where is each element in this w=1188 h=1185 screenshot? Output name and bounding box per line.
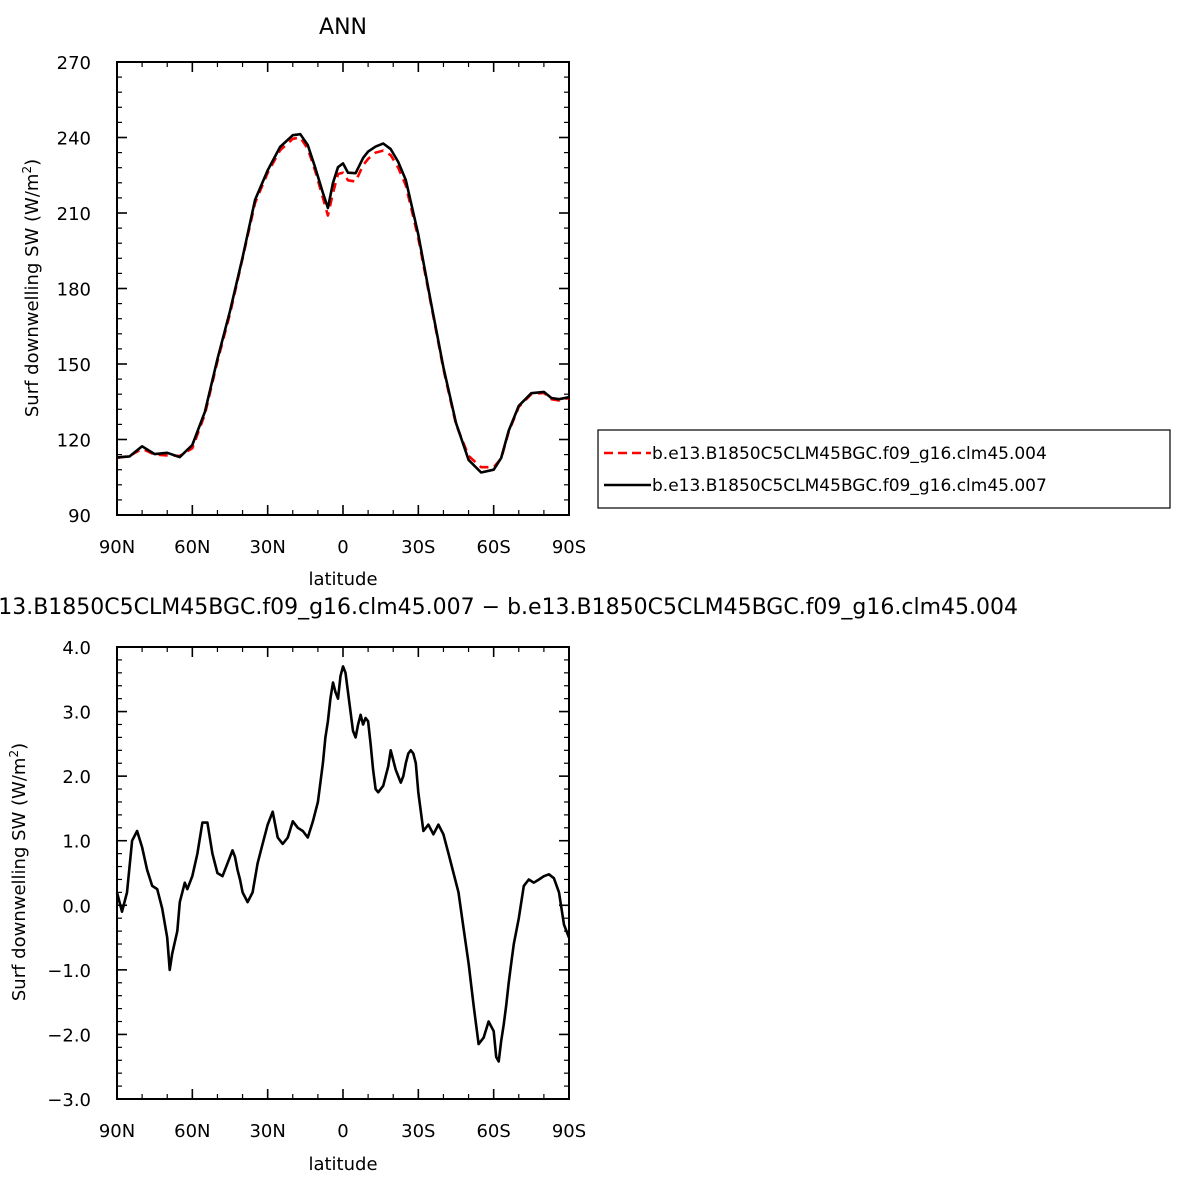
y-axis-label-superscript: 2 bbox=[7, 750, 21, 758]
y-axis-label-close: ) bbox=[9, 743, 30, 750]
series-line-1 bbox=[115, 665, 571, 1063]
y-axis-label-text: Surf downwelling SW (W/m bbox=[9, 758, 30, 1002]
series-line-1 bbox=[116, 136, 570, 469]
y-axis-label-close: ) bbox=[22, 159, 43, 166]
y-tick-label: 2.0 bbox=[62, 767, 91, 788]
x-tick-label: 60S bbox=[476, 1121, 510, 1142]
annual-mean-panel: ANN 90 120 150 180 210 240 270 90N 60N 30N 0 30S 60S… bbox=[20, 15, 1171, 590]
y-tick-label: −1.0 bbox=[47, 961, 91, 982]
y-tick-label: 90 bbox=[68, 506, 91, 527]
y-axis-label: Surf downwelling SW (W/m2) bbox=[20, 159, 43, 417]
x-tick-label: 90N bbox=[99, 1121, 135, 1142]
y-tick-label: 210 bbox=[57, 204, 91, 225]
x-tick-label: 0 bbox=[337, 1121, 348, 1142]
plot-area: 90 120 150 180 210 240 270 90N 60N 30N 0 30S 60S 90S bbox=[57, 53, 587, 558]
x-tick-label: 30N bbox=[249, 1121, 285, 1142]
y-axis-label-text: Surf downwelling SW (W/m bbox=[22, 174, 43, 418]
x-tick-label: 60N bbox=[174, 1121, 210, 1142]
y-tick-label: 120 bbox=[57, 431, 91, 452]
y-tick-label: 0.0 bbox=[62, 896, 91, 917]
y-axis-label-superscript: 2 bbox=[20, 166, 34, 174]
legend: b.e13.B1850C5CLM45BGC.f09_g16.clm45.004 … bbox=[597, 429, 1171, 509]
plot-frame bbox=[116, 646, 570, 1100]
x-axis-label: latitude bbox=[308, 1154, 377, 1175]
x-tick-label: 30N bbox=[249, 537, 285, 558]
x-axis-label: latitude bbox=[308, 569, 377, 590]
series-line-2 bbox=[116, 132, 570, 474]
x-tick-label: 90S bbox=[552, 537, 586, 558]
y-tick-label: 270 bbox=[57, 53, 91, 74]
legend-label-series-1: b.e13.B1850C5CLM45BGC.f09_g16.clm45.004 bbox=[652, 444, 1047, 464]
y-tick-label: 1.0 bbox=[62, 832, 91, 853]
y-tick-label: 3.0 bbox=[62, 703, 91, 724]
y-tick-label: 240 bbox=[57, 129, 91, 150]
y-tick-label: −2.0 bbox=[47, 1025, 91, 1046]
x-tick-label: 90N bbox=[99, 537, 135, 558]
panel-title: ANN bbox=[319, 15, 367, 40]
y-tick-label: 4.0 bbox=[62, 638, 91, 659]
legend-box bbox=[597, 429, 1171, 509]
y-axis-label: Surf downwelling SW (W/m2) bbox=[7, 743, 30, 1001]
x-tick-label: 0 bbox=[337, 537, 348, 558]
plot-area: −3.0 −2.0 −1.0 0.0 1.0 2.0 3.0 4.0 90N 60N 30N 0 30S… bbox=[47, 638, 586, 1142]
x-tick-label: 60N bbox=[174, 537, 210, 558]
y-tick-label: 180 bbox=[57, 280, 91, 301]
y-tick-label: −3.0 bbox=[47, 1090, 91, 1111]
x-tick-label: 90S bbox=[552, 1121, 586, 1142]
x-tick-label: 60S bbox=[476, 537, 510, 558]
difference-panel: b.e13.B1850C5CLM45BGC.f09_g16.clm45.007 … bbox=[0, 595, 1018, 1175]
y-tick-label: 150 bbox=[57, 355, 91, 376]
legend-label-series-2: b.e13.B1850C5CLM45BGC.f09_g16.clm45.007 bbox=[652, 476, 1047, 496]
x-tick-label: 30S bbox=[401, 1121, 435, 1142]
panel-title: b.e13.B1850C5CLM45BGC.f09_g16.clm45.007 … bbox=[0, 595, 1018, 620]
plot-frame bbox=[116, 61, 570, 516]
x-tick-label: 30S bbox=[401, 537, 435, 558]
